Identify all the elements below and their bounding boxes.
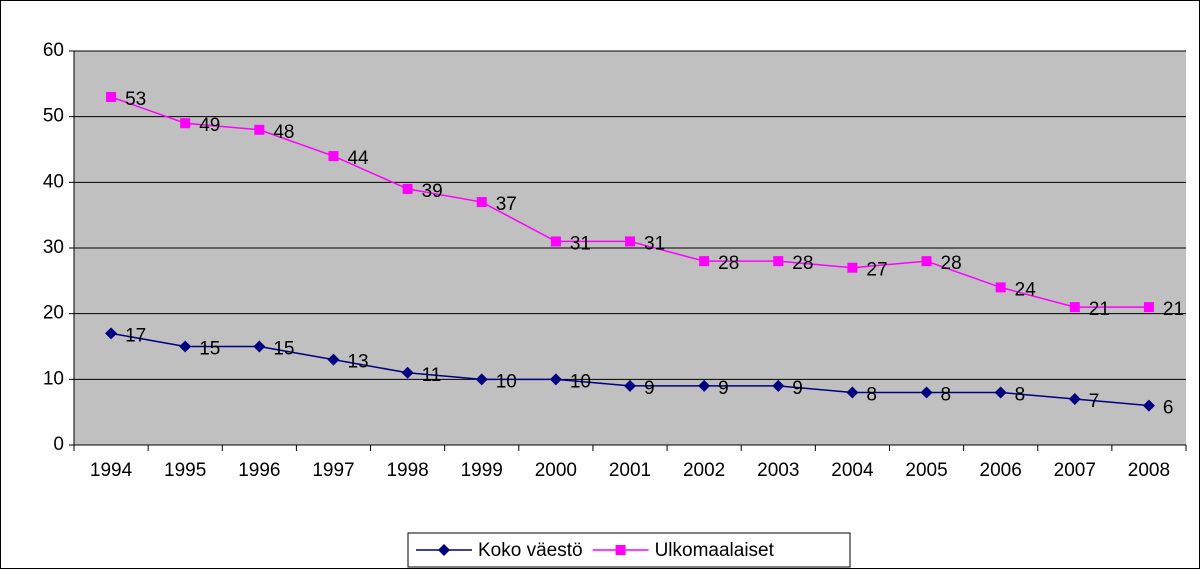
x-tick-label: 2003	[757, 460, 799, 481]
point	[994, 386, 1007, 399]
point	[625, 236, 635, 247]
data-label: 31	[644, 233, 665, 254]
data-label: 7	[1089, 391, 1100, 412]
point	[846, 386, 859, 399]
x-tick-label: 2002	[683, 460, 725, 481]
point	[253, 340, 266, 353]
data-label: 37	[496, 194, 517, 215]
data-label: 10	[570, 371, 591, 392]
y-tick-label: 50	[43, 106, 64, 127]
legend-label: Koko väestö	[478, 540, 583, 561]
data-label: 21	[1163, 299, 1184, 320]
point	[106, 91, 117, 102]
data-label: 39	[422, 181, 443, 202]
point	[105, 327, 118, 340]
point	[995, 282, 1006, 293]
y-tick-label: 20	[43, 303, 64, 324]
point	[549, 373, 562, 386]
point	[1069, 302, 1080, 313]
point	[1142, 399, 1155, 412]
x-tick-label: 2008	[1128, 460, 1170, 481]
data-label: 8	[941, 384, 952, 405]
point	[921, 256, 932, 267]
point	[1143, 302, 1154, 313]
point	[327, 353, 340, 366]
x-tick-label: 1994	[90, 460, 133, 481]
data-label: 13	[347, 352, 368, 373]
data-label: 24	[1015, 279, 1037, 300]
point	[847, 262, 858, 273]
data-label: 28	[792, 253, 813, 274]
data-label: 17	[125, 325, 146, 346]
point	[699, 256, 710, 267]
data-label: 11	[422, 365, 442, 386]
legend-marker	[438, 544, 450, 556]
data-label: 15	[273, 339, 294, 360]
x-tick-label: 2006	[980, 460, 1022, 481]
data-label: 48	[273, 122, 294, 143]
point	[254, 124, 265, 135]
point	[401, 366, 414, 379]
x-tick-label: 2005	[905, 460, 947, 481]
data-label: 9	[718, 378, 729, 399]
point	[1068, 393, 1081, 406]
x-tick-label: 2000	[535, 460, 577, 481]
data-label: 6	[1163, 398, 1174, 419]
point	[624, 379, 636, 392]
x-tick-label: 2007	[1054, 460, 1096, 481]
point	[698, 379, 711, 392]
data-label: 15	[199, 339, 220, 360]
point	[550, 236, 561, 247]
data-label: 44	[347, 148, 369, 169]
point	[920, 386, 933, 399]
y-tick-label: 30	[43, 237, 64, 258]
data-label: 9	[792, 378, 803, 399]
point	[179, 340, 192, 353]
y-tick-label: 0	[53, 434, 64, 455]
y-tick-label: 60	[43, 40, 64, 61]
data-label: 28	[941, 253, 962, 274]
point	[476, 197, 487, 208]
x-tick-label: 1999	[461, 460, 503, 481]
point	[773, 256, 784, 267]
data-label: 8	[866, 384, 877, 405]
point	[328, 151, 339, 162]
x-tick-label: 2004	[831, 460, 874, 481]
data-label: 21	[1089, 299, 1110, 320]
x-tick-label: 1998	[386, 460, 428, 481]
x-tick-label: 1996	[238, 460, 280, 481]
data-label: 31	[570, 233, 591, 254]
data-label: 27	[866, 260, 887, 281]
x-tick-label: 1995	[164, 460, 206, 481]
legend-marker	[615, 545, 626, 555]
data-label: 10	[496, 371, 517, 392]
y-tick-label: 40	[43, 171, 64, 192]
point	[772, 379, 785, 392]
data-label: 9	[644, 378, 655, 399]
legend-label: Ulkomaalaiset	[655, 540, 775, 561]
point	[402, 183, 413, 194]
y-tick-label: 10	[43, 368, 64, 389]
data-label: 49	[199, 115, 220, 136]
point	[180, 118, 191, 129]
x-tick-label: 2001	[609, 460, 651, 481]
point	[475, 373, 488, 386]
data-label: 8	[1015, 384, 1026, 405]
data-label: 53	[125, 89, 146, 110]
x-tick-label: 1997	[312, 460, 354, 481]
data-label: 28	[718, 253, 739, 274]
